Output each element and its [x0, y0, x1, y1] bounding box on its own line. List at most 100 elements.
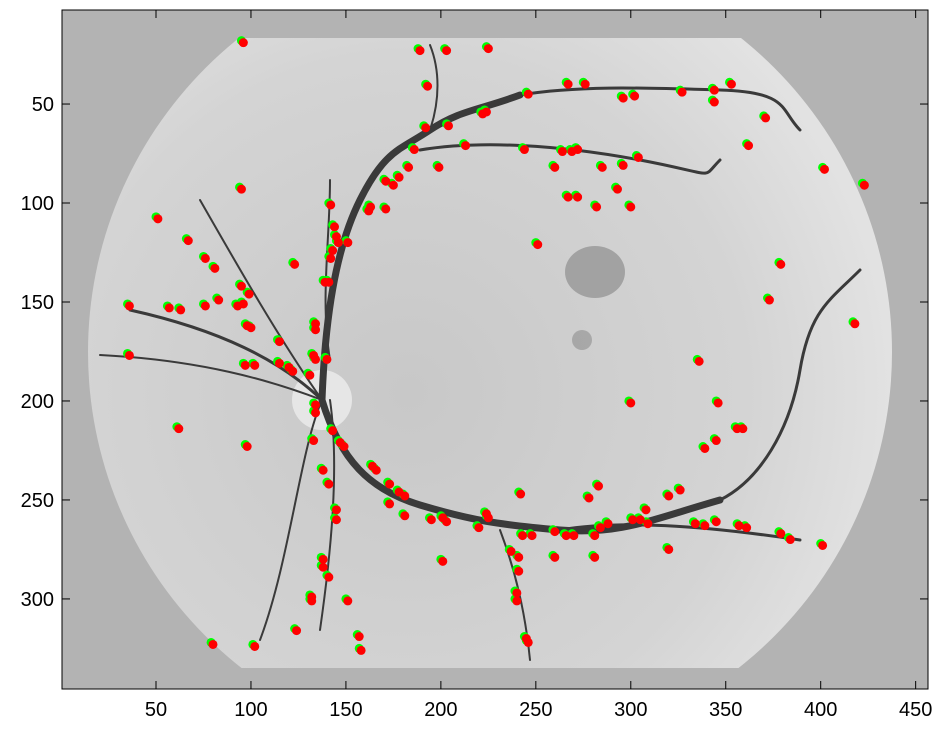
marker — [311, 408, 320, 417]
marker — [125, 351, 134, 360]
marker — [309, 436, 318, 445]
marker — [590, 531, 599, 540]
marker — [676, 486, 685, 495]
x-tick-label: 350 — [709, 699, 742, 721]
marker — [603, 519, 612, 528]
marker — [319, 555, 328, 564]
marker — [514, 567, 523, 576]
x-tick-label: 50 — [145, 699, 167, 721]
marker — [372, 466, 381, 475]
marker — [442, 46, 451, 55]
marker — [626, 398, 635, 407]
marker — [550, 163, 559, 172]
marker — [250, 361, 259, 370]
marker — [307, 596, 316, 605]
marker — [239, 38, 248, 47]
marker — [321, 278, 330, 287]
marker — [691, 519, 700, 528]
marker — [776, 529, 785, 538]
marker — [695, 357, 704, 366]
marker — [210, 264, 219, 273]
marker — [275, 359, 284, 368]
x-tick-label: 100 — [234, 699, 267, 721]
marker — [328, 426, 337, 435]
marker — [664, 545, 673, 554]
marker — [700, 521, 709, 530]
marker — [558, 147, 567, 156]
y-tick-label: 150 — [21, 292, 54, 314]
marker — [381, 204, 390, 213]
marker — [550, 527, 559, 536]
marker — [243, 321, 252, 330]
marker — [184, 236, 193, 245]
marker — [735, 521, 744, 530]
marker — [596, 523, 605, 532]
x-tick-label: 300 — [614, 699, 647, 721]
marker — [765, 296, 774, 305]
marker — [400, 511, 409, 520]
marker — [245, 290, 254, 299]
marker — [311, 325, 320, 334]
marker — [290, 260, 299, 269]
x-tick-label: 450 — [899, 699, 932, 721]
marker — [484, 44, 493, 53]
marker — [636, 515, 645, 524]
marker — [738, 424, 747, 433]
marker — [275, 337, 284, 346]
marker — [174, 424, 183, 433]
marker — [442, 517, 451, 526]
marker — [619, 94, 628, 103]
marker — [594, 482, 603, 491]
marker — [484, 513, 493, 522]
marker — [165, 303, 174, 312]
marker — [520, 145, 529, 154]
marker — [564, 80, 573, 89]
marker — [528, 531, 537, 540]
marker — [786, 535, 795, 544]
x-tick-label: 150 — [329, 699, 362, 721]
marker — [125, 301, 134, 310]
marker — [820, 165, 829, 174]
marker — [366, 202, 375, 211]
marker — [776, 260, 785, 269]
marker — [305, 371, 314, 380]
marker — [243, 442, 252, 451]
marker — [461, 141, 470, 150]
marker — [643, 519, 652, 528]
marker — [641, 505, 650, 514]
marker — [524, 90, 533, 99]
marker — [712, 517, 721, 526]
marker — [444, 121, 453, 130]
marker — [818, 541, 827, 550]
marker — [744, 141, 753, 150]
marker — [340, 442, 349, 451]
marker — [319, 466, 328, 475]
marker — [201, 301, 210, 310]
marker — [714, 398, 723, 407]
marker — [474, 523, 483, 532]
marker — [292, 626, 301, 635]
marker — [332, 505, 341, 514]
y-tick-label: 300 — [21, 589, 54, 611]
marker — [569, 531, 578, 540]
x-tick-label: 200 — [424, 699, 457, 721]
marker — [322, 355, 331, 364]
marker — [311, 400, 320, 409]
page: {"chart_data": {"type": "scatter", "xlim… — [0, 0, 947, 731]
marker — [710, 98, 719, 107]
marker — [208, 640, 217, 649]
marker — [634, 153, 643, 162]
marker — [415, 46, 424, 55]
marker — [311, 355, 320, 364]
marker — [860, 181, 869, 190]
marker — [400, 491, 409, 500]
marker — [410, 145, 419, 154]
marker — [761, 113, 770, 122]
marker — [512, 588, 521, 597]
marker — [153, 214, 162, 223]
marker — [514, 553, 523, 562]
marker — [332, 232, 341, 241]
marker — [700, 444, 709, 453]
marker — [581, 80, 590, 89]
marker — [524, 638, 533, 647]
